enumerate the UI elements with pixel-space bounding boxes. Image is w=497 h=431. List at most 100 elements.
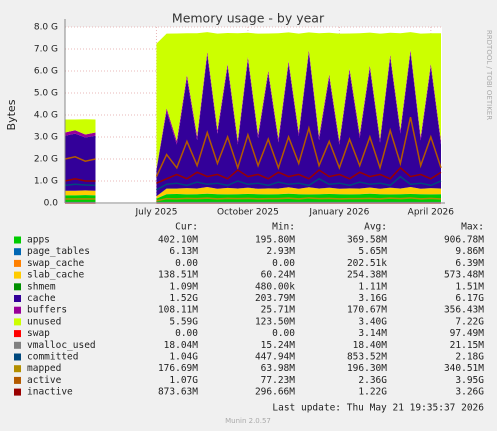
area — [65, 130, 96, 138]
legend-stat: 873.63M — [158, 387, 198, 398]
legend-stat: 447.94M — [255, 352, 295, 363]
legend-entry: buffers — [27, 305, 67, 316]
legend-stat: 1.11M — [358, 281, 387, 292]
legend-header: Cur: — [175, 222, 198, 233]
y-tick-label: 8.0 G — [34, 23, 58, 33]
y-tick-label: 1.0 G — [34, 177, 58, 187]
x-tick-label: July 2025 — [134, 208, 177, 218]
legend-stat: 5.59G — [169, 316, 198, 327]
legend-stat: 0.00 — [272, 258, 295, 269]
legend-stat: 9.86M — [455, 246, 484, 257]
legend-header: Max: — [461, 222, 484, 233]
line — [156, 197, 442, 202]
area — [65, 133, 96, 191]
legend-entry: slab_cache — [27, 270, 84, 281]
legend-stat: 3.26G — [455, 387, 484, 398]
legend-swatch — [14, 283, 21, 291]
y-axis-label: Bytes — [5, 99, 18, 130]
legend-stat: 853.52M — [347, 352, 387, 363]
legend-stat: 2.93M — [266, 246, 295, 257]
legend-stat: 254.38M — [347, 270, 387, 281]
area — [65, 119, 96, 135]
legend-stat: 60.24M — [261, 270, 296, 281]
legend-swatch — [14, 353, 21, 361]
legend-entry: cache — [27, 293, 56, 304]
legend-stat: 356.43M — [444, 305, 484, 316]
legend-stat: 7.22G — [455, 316, 484, 327]
y-tick-label: 5.0 G — [34, 89, 58, 99]
legend-stat: 25.71M — [261, 305, 296, 316]
line — [64, 156, 96, 162]
chart-title: Memory usage - by year — [172, 11, 325, 26]
line — [64, 178, 96, 182]
y-tick-label: 2.0 G — [34, 155, 58, 165]
legend-entry: unused — [27, 316, 61, 327]
y-tick-label: 3.0 G — [34, 133, 58, 143]
legend-entry: active — [27, 375, 62, 386]
y-tick-label: 7.0 G — [34, 45, 58, 55]
line — [64, 183, 96, 187]
side-text: RRDTOOL / TOBI OETIKER — [485, 30, 493, 120]
legend-stat: 176.69M — [158, 363, 198, 374]
legend-entry: swap_cache — [27, 258, 84, 269]
area — [156, 52, 441, 197]
y-tick-label: 0.0 — [44, 199, 59, 209]
legend-stat: 340.51M — [444, 363, 484, 374]
footer: Last update: Thu May 21 19:35:37 2026 — [272, 403, 484, 414]
legend-stat: 1.52G — [169, 293, 198, 304]
legend-stat: 108.11M — [158, 305, 198, 316]
legend-stat: 3.95G — [455, 375, 484, 386]
legend-stat: 170.67M — [347, 305, 387, 316]
legend-swatch — [14, 306, 21, 314]
y-tick-label: 6.0 G — [34, 67, 58, 77]
legend-stat: 2.18G — [455, 352, 484, 363]
legend-stat: 202.51k — [347, 258, 387, 269]
legend-stat: 1.07G — [169, 375, 198, 386]
legend-stat: 369.58M — [347, 235, 387, 246]
legend-stat: 15.24M — [261, 340, 296, 351]
legend-stat: 402.10M — [158, 235, 198, 246]
x-tick-label: April 2026 — [408, 208, 455, 218]
area — [156, 187, 441, 199]
legend-stat: 1.51M — [455, 281, 484, 292]
legend-stat: 906.78M — [444, 235, 484, 246]
legend-swatch — [14, 376, 21, 384]
legend-stat: 21.15M — [450, 340, 485, 351]
legend-stat: 18.40M — [353, 340, 388, 351]
legend-stat: 0.00 — [175, 258, 198, 269]
legend-stat: 3.40G — [358, 316, 387, 327]
legend-swatch — [14, 341, 21, 349]
legend-entry: page_tables — [27, 246, 90, 257]
legend-stat: 296.66M — [255, 387, 295, 398]
legend-stat: 480.00k — [255, 281, 295, 292]
legend-entry: inactive — [27, 387, 73, 398]
legend-stat: 573.48M — [444, 270, 484, 281]
legend-stat: 203.79M — [255, 293, 295, 304]
legend-swatch — [14, 330, 21, 338]
legend-stat: 3.14M — [358, 328, 387, 339]
legend-stat: 1.09M — [169, 281, 198, 292]
legend-stat: 196.30M — [347, 363, 387, 374]
y-tick-label: 4.0 G — [34, 111, 58, 121]
legend-entry: swap — [27, 328, 50, 339]
x-tick-label: October 2025 — [217, 208, 279, 218]
legend-swatch — [14, 259, 21, 267]
legend-stat: 6.17G — [455, 293, 484, 304]
legend-stat: 77.23M — [261, 375, 296, 386]
legend-entry: apps — [27, 235, 50, 246]
legend-entry: vmalloc_used — [27, 340, 96, 351]
legend-stat: 3.16G — [358, 293, 387, 304]
legend-stat: 123.50M — [255, 316, 295, 327]
legend-header: Min: — [272, 222, 295, 233]
legend-swatch — [14, 248, 21, 256]
legend-stat: 63.98M — [261, 363, 296, 374]
legend-stat: 6.13M — [169, 246, 198, 257]
legend-stat: 1.22G — [358, 387, 387, 398]
line — [155, 117, 442, 177]
legend-stat: 97.49M — [450, 328, 485, 339]
area — [65, 190, 96, 196]
legend-stat: 0.00 — [272, 328, 295, 339]
version: Munin 2.0.57 — [225, 417, 271, 425]
